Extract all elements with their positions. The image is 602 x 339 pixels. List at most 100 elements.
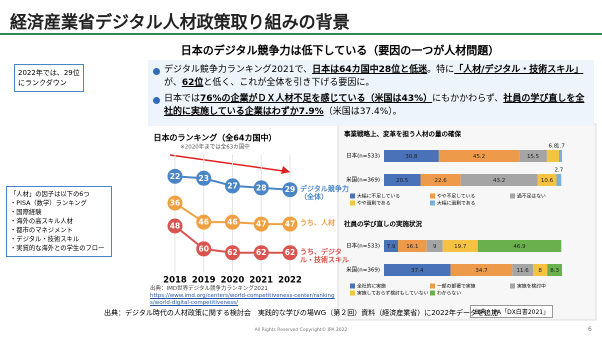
bullet-segment: （米国は37.4%）。: [323, 107, 402, 117]
point: [196, 241, 212, 257]
value-label: 43.2: [493, 178, 505, 184]
bar-segment: [460, 174, 538, 186]
bar-segment: [556, 174, 562, 186]
bar-segment: [512, 264, 533, 276]
legend-label: 大幅に不足している: [357, 193, 400, 200]
value-label: 8: [538, 268, 542, 274]
footer: All Rights Reserved Copyright© IPA 2022: [254, 328, 348, 333]
point: [225, 178, 240, 194]
legend-label: やや不足している: [437, 193, 475, 200]
category-label: 日本(n=533): [346, 152, 380, 160]
x-tick-label: 2020: [221, 276, 245, 286]
bar-segment: [442, 240, 478, 252]
legend-label: 過不足はない: [517, 193, 546, 200]
point: [282, 182, 298, 198]
bullet-segment: デジタル競争力ランキング2021で、: [164, 65, 313, 75]
point-label: 23: [199, 174, 209, 183]
x-tick-label: 2019: [192, 276, 216, 286]
point-label: 60: [199, 244, 209, 253]
point-label: 36: [170, 199, 180, 208]
legend-swatch: [430, 193, 435, 199]
bullet-segment: が、: [164, 78, 182, 88]
bar-segment: [477, 240, 562, 252]
bullet-segment: 76%の企業がＤＸ人材不足を感じている（米国は43%）: [200, 94, 433, 104]
bullet-segment: 。特に: [427, 65, 455, 75]
value-label: 6.8: [549, 144, 558, 150]
category-label: 米国(n=369): [346, 266, 380, 274]
point: [225, 214, 240, 230]
point: [196, 170, 212, 186]
bar-segment: [532, 264, 548, 276]
category-label: 米国(n=369): [346, 176, 380, 184]
value-label: 16.1: [406, 244, 418, 250]
point-label: 62: [285, 248, 295, 257]
bar-segment: [546, 150, 559, 162]
slide-title: 経済産業省デジタル人材政策取り組みの背景: [10, 13, 350, 33]
legend-label: うち、人材: [300, 219, 335, 228]
point: [253, 216, 269, 232]
category-label: 日本(n=533): [346, 242, 380, 250]
point-label: 22: [170, 172, 180, 181]
legend-label: うち、デジタル・技術スキル: [300, 247, 349, 264]
legend-label: 実施を検討中: [517, 283, 546, 290]
legend-swatch: [350, 200, 355, 206]
survey-title: 社員の学び直しの実施状況: [344, 219, 423, 228]
value-label: 34.7: [475, 268, 488, 274]
bullet-list: デジタル競争力ランキング2021で、日本は64カ国中28位と低迷。特に「人材/デ…: [148, 60, 594, 126]
point-label: 62: [256, 248, 266, 257]
point-label: 47: [285, 220, 295, 229]
bullet-segment: 社員の学び直しを全社的に実施している企業はわずか7.9%: [164, 94, 585, 117]
chart-source: 出典：IMD世界デジタル競争力ランキング2021 https://www.imd…: [150, 286, 335, 307]
legend-label: わからない: [437, 290, 461, 297]
legend-label: 一部の部署で実施: [437, 283, 476, 290]
bar-segment: [384, 150, 439, 162]
point-label: 27: [227, 181, 237, 190]
bullet: 日本では76%の企業がＤＸ人材不足を感じている（米国は43%）にもかかわらず、社…: [152, 93, 590, 119]
bullet-dot: [153, 97, 160, 104]
legend-swatch: [350, 193, 355, 199]
bar-segment: [547, 264, 562, 276]
point: [253, 245, 269, 261]
value-label: 10.6: [541, 178, 554, 184]
point-label: 48: [170, 222, 180, 231]
x-tick-label: 2018: [163, 276, 187, 286]
trend-arrow-head: [281, 166, 290, 174]
legend-swatch: [430, 290, 435, 296]
value-label: 30.8: [405, 154, 418, 160]
bullet-segment: にもかかわらず、: [432, 94, 504, 104]
note-box: 2022年では、29位にランクダウン: [14, 64, 84, 92]
source-note: 出典：デジタル時代の人材政策に関する検討会 実践的な学びの場WG（第２回）資料（…: [103, 309, 499, 317]
value-label: 22.6: [434, 178, 447, 184]
bar-segment: [384, 264, 451, 276]
legend-swatch: [350, 290, 355, 296]
value-label: 7.9: [387, 244, 396, 250]
source-url[interactable]: https://www.imd.org/centers/world-compet…: [150, 293, 335, 306]
point: [282, 245, 298, 261]
point-label: 46: [227, 218, 237, 227]
x-tick-label: 2022: [278, 276, 302, 286]
legend-swatch: [430, 283, 435, 289]
factor-item: ・海外の高スキル人材: [10, 218, 73, 225]
value-label: 46.9: [513, 244, 526, 250]
bullet-segment: 62位: [181, 78, 204, 88]
bar-segment: [420, 174, 461, 186]
point: [196, 214, 212, 230]
value-label: 20.5: [396, 178, 409, 184]
factor-title: 「人材」の因子は以下の6つ: [10, 191, 90, 198]
legend-label: やや過剰である: [357, 200, 391, 207]
factor-item: ・PISA（数学）ランキング: [10, 200, 87, 207]
bar-segment: [537, 174, 557, 186]
page-number: 6: [588, 326, 592, 333]
bar-segment: [450, 264, 513, 276]
bullet-segment: 「人材/デジタル・技術スキル」: [454, 65, 584, 75]
factor-item: ・実質的な海外との学生のフロー: [10, 245, 105, 252]
factor-item: ・デジタル・技術スキル: [10, 236, 80, 243]
bar-segment: [519, 150, 547, 162]
value-label: 45.2: [473, 154, 485, 160]
point: [253, 180, 269, 196]
bullet: デジタル競争力ランキング2021で、日本は64カ国中28位と低迷。特に「人材/デ…: [152, 64, 590, 90]
point: [167, 195, 183, 211]
bullet-dot: [153, 68, 160, 75]
